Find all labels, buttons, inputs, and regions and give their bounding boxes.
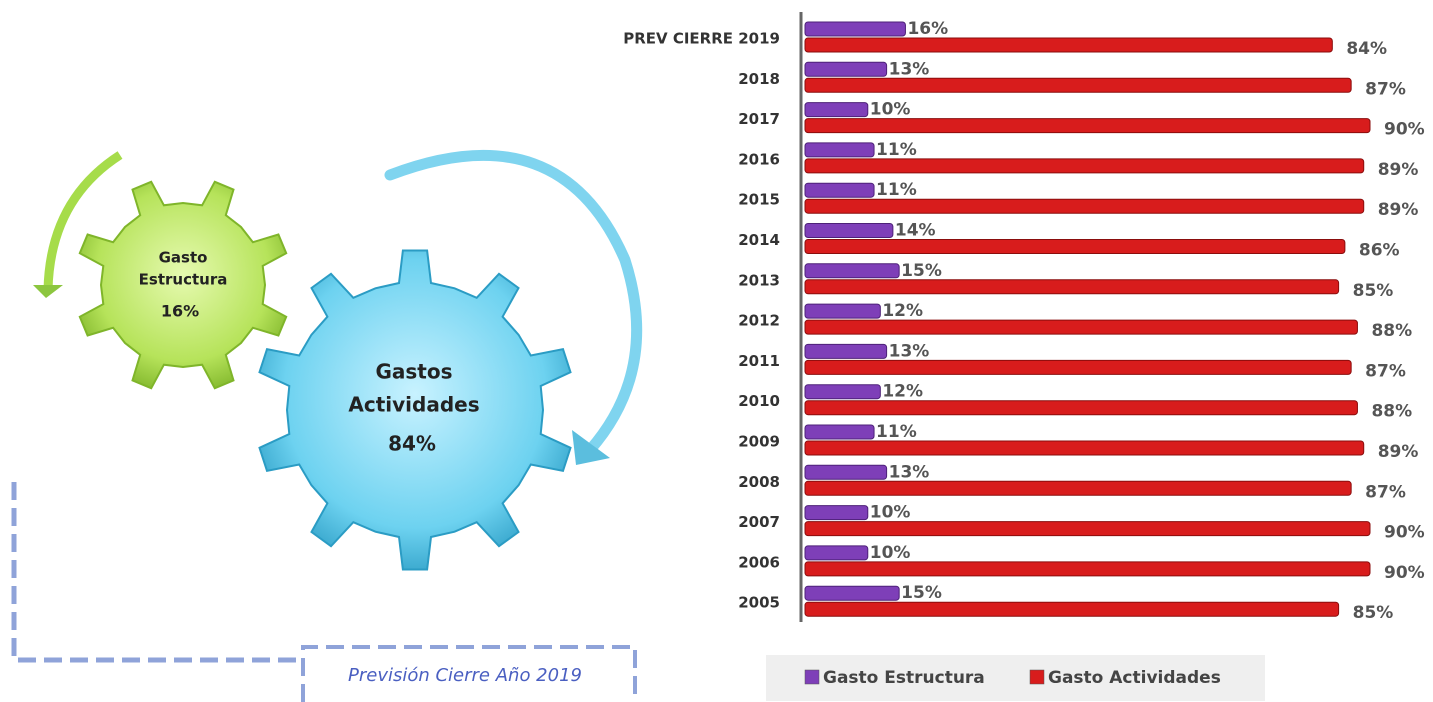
value-label: 88% xyxy=(1371,402,1412,422)
category-label: PREV CIERRE 2019 xyxy=(623,30,780,48)
gear-value: 84% xyxy=(388,432,436,456)
gear-value: 16% xyxy=(161,302,199,321)
bar xyxy=(804,319,1358,335)
gear-label: Gastos xyxy=(375,360,452,384)
legend-swatch xyxy=(1029,669,1045,685)
infographic: Gasto Estructura 16% Gastos Actividades … xyxy=(11,149,643,702)
bar xyxy=(804,37,1333,53)
category-label: 2014 xyxy=(738,231,780,249)
value-label: 10% xyxy=(870,100,911,120)
value-label: 90% xyxy=(1384,523,1425,543)
value-label: 85% xyxy=(1353,281,1394,301)
bar xyxy=(804,182,875,198)
bar xyxy=(804,223,894,238)
bar xyxy=(804,400,1358,416)
gear-structure xyxy=(78,180,288,390)
legend-box xyxy=(766,655,1265,701)
category-label: 2009 xyxy=(738,433,780,451)
bar xyxy=(804,585,900,601)
bar xyxy=(804,424,875,440)
bar xyxy=(804,505,869,521)
value-label: 11% xyxy=(876,422,917,442)
value-label: 15% xyxy=(901,261,942,281)
bar xyxy=(804,359,1352,375)
bar xyxy=(804,198,1365,214)
category-label: 2011 xyxy=(738,352,780,370)
bar xyxy=(804,601,1340,617)
gear-label: Gasto xyxy=(159,249,208,267)
value-label: 87% xyxy=(1365,79,1406,99)
value-label: 84% xyxy=(1346,39,1387,59)
legend-label: Gasto Actividades xyxy=(1048,668,1221,688)
category-label: 2008 xyxy=(738,473,780,491)
value-label: 16% xyxy=(907,19,948,39)
category-label: 2016 xyxy=(738,150,780,168)
value-label: 13% xyxy=(889,462,930,482)
bar xyxy=(804,545,869,561)
legend-label: Gasto Estructura xyxy=(823,668,985,688)
value-label: 89% xyxy=(1378,160,1419,180)
bar xyxy=(804,102,869,118)
category-label: 2010 xyxy=(738,392,780,410)
bar xyxy=(804,343,888,359)
category-label: 2012 xyxy=(738,312,780,330)
bar xyxy=(804,279,1340,295)
value-label: 10% xyxy=(870,543,911,563)
value-label: 86% xyxy=(1359,241,1400,261)
arrow-blue xyxy=(384,149,643,456)
value-label: 11% xyxy=(876,140,917,160)
category-label: 2013 xyxy=(738,271,780,289)
value-label: 14% xyxy=(895,221,936,241)
value-label: 12% xyxy=(882,301,923,321)
category-label: 2006 xyxy=(738,553,780,571)
bar xyxy=(804,118,1371,134)
value-label: 10% xyxy=(870,503,911,523)
category-label: 2015 xyxy=(738,191,780,209)
category-label: 2007 xyxy=(738,513,780,531)
arrow-green-head xyxy=(33,285,63,298)
bar xyxy=(804,384,881,400)
value-label: 90% xyxy=(1384,563,1425,583)
bar xyxy=(804,239,1346,254)
value-label: 12% xyxy=(882,382,923,402)
bar xyxy=(804,142,875,158)
gear-label: Estructura xyxy=(139,271,228,289)
value-label: 13% xyxy=(889,59,930,79)
arrow-blue-head xyxy=(572,430,610,465)
bar xyxy=(804,263,900,279)
value-label: 88% xyxy=(1371,321,1412,341)
value-label: 90% xyxy=(1384,120,1425,140)
bar xyxy=(804,561,1371,577)
value-label: 89% xyxy=(1378,200,1419,220)
category-label: 2005 xyxy=(738,594,780,612)
category-label: 2017 xyxy=(738,110,780,128)
bar xyxy=(804,480,1352,496)
legend-swatch xyxy=(804,669,820,685)
caption-box xyxy=(301,645,637,702)
bar xyxy=(804,77,1352,93)
bar-chart: PREV CIERRE 2019 16% 84% 2018 13% 87% 2017 10% 9… xyxy=(623,12,1425,701)
bar xyxy=(804,521,1371,537)
value-label: 85% xyxy=(1353,603,1394,623)
value-label: 87% xyxy=(1365,482,1406,502)
value-label: 89% xyxy=(1378,442,1419,462)
category-label: 2018 xyxy=(738,70,780,88)
bar xyxy=(804,440,1365,456)
bar xyxy=(804,61,888,77)
caption: Previsión Cierre Año 2019 xyxy=(348,665,582,686)
bar xyxy=(804,303,881,319)
arrow-green xyxy=(43,151,123,291)
value-label: 13% xyxy=(889,341,930,361)
bar xyxy=(804,158,1365,174)
value-label: 87% xyxy=(1365,361,1406,381)
gear-activities xyxy=(258,249,572,571)
value-label: 11% xyxy=(876,180,917,200)
bar xyxy=(804,464,888,480)
bar xyxy=(804,21,906,37)
dashed-connector xyxy=(11,482,300,663)
gear-label: Actividades xyxy=(348,393,479,417)
value-label: 15% xyxy=(901,583,942,603)
